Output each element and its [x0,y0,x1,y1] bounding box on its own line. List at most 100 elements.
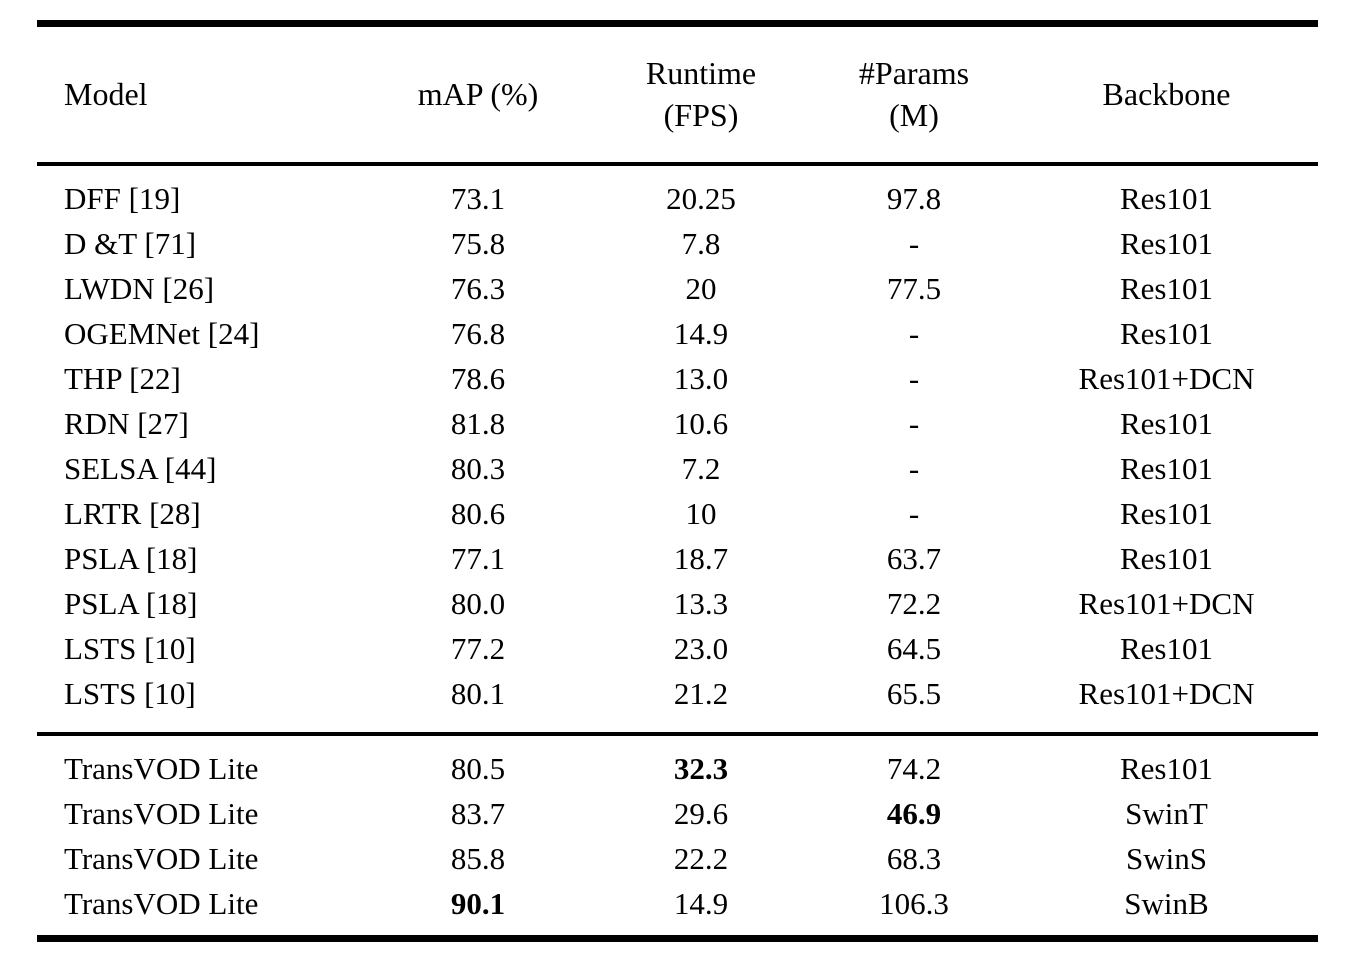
table-group-ours: TransVOD Lite 80.5 32.3 74.2 Res101 TransVOD … [37,734,1318,939]
cell-runtime: 18.7 [673,540,729,576]
cell-model: THP [22] [64,360,181,396]
cell-backbone: SwinB [1124,885,1209,921]
header-row: Model mAP (%) Runtime (FPS) #Params (M) Backbo… [37,24,1318,164]
column-header-model: Model [37,24,367,164]
cell-runtime: 14.9 [673,315,729,351]
cell-map: 85.8 [450,840,506,876]
cell-params: - [908,495,920,531]
cell-backbone: SwinT [1125,795,1208,831]
cell-model: LSTS [10] [64,630,196,666]
table-row: LSTS [10] 77.2 23.0 64.5 Res101 [37,626,1318,671]
table-row: LRTR [28] 80.6 10 - Res101 [37,491,1318,536]
cell-model: LRTR [28] [64,495,201,531]
table-row: LWDN [26] 76.3 20 77.5 Res101 [37,266,1318,311]
cell-backbone: SwinS [1126,840,1207,876]
cell-runtime: 10 [685,495,717,531]
cell-runtime: 10.6 [673,405,729,441]
table-row: DFF [19] 73.1 20.25 97.8 Res101 [37,164,1318,221]
cell-model: LSTS [10] [64,675,196,711]
cell-model: TransVOD Lite [64,750,259,786]
cell-runtime: 21.2 [673,675,729,711]
cell-params: 74.2 [886,750,942,786]
cell-model: PSLA [18] [64,540,198,576]
cell-params: - [908,225,920,261]
cell-model: LWDN [26] [64,270,215,306]
cell-backbone: Res101+DCN [1078,360,1255,396]
cell-map: 76.3 [450,270,506,306]
cell-backbone: Res101 [1120,630,1213,666]
cell-model: SELSA [44] [64,450,217,486]
cell-backbone: Res101 [1120,315,1213,351]
cell-params: 46.9 [886,795,942,831]
cell-runtime: 23.0 [673,630,729,666]
column-header-backbone: Backbone [1015,24,1318,164]
column-header-params-line: #Params [858,55,970,92]
cell-params: 106.3 [879,885,949,921]
table-row: LSTS [10] 80.1 21.2 65.5 Res101+DCN [37,671,1318,734]
table-row: OGEMNet [24] 76.8 14.9 - Res101 [37,311,1318,356]
cell-map: 77.1 [450,540,506,576]
table-row: THP [22] 78.6 13.0 - Res101+DCN [37,356,1318,401]
column-header-map-line: mAP (%) [417,76,539,113]
column-header-backbone-line: Backbone [1102,76,1231,113]
column-header-runtime-line: Runtime [645,55,757,92]
cell-map: 75.8 [450,225,506,261]
cell-runtime: 20.25 [666,180,736,216]
cell-params: 63.7 [886,540,942,576]
table-row: TransVOD Lite 90.1 14.9 106.3 SwinB [37,881,1318,939]
cell-runtime: 13.0 [673,360,729,396]
cell-runtime: 7.2 [681,450,721,486]
cell-params: - [908,450,920,486]
table-group-prior: DFF [19] 73.1 20.25 97.8 Res101 D &T [71] 75.8… [37,164,1318,734]
table-row: TransVOD Lite 83.7 29.6 46.9 SwinT [37,791,1318,836]
cell-map: 76.8 [450,315,506,351]
column-header-runtime: Runtime (FPS) [589,24,813,164]
cell-model: DFF [19] [64,180,181,216]
cell-map: 73.1 [450,180,506,216]
cell-runtime: 13.3 [673,585,729,621]
cell-map: 90.1 [450,885,506,921]
cell-params: 64.5 [886,630,942,666]
results-table: Model mAP (%) Runtime (FPS) #Params (M) Backbo… [37,20,1318,942]
column-header-runtime-line: (FPS) [663,97,739,134]
column-header-map: mAP (%) [367,24,589,164]
table-row: D &T [71] 75.8 7.8 - Res101 [37,221,1318,266]
cell-model: TransVOD Lite [64,840,259,876]
column-header-model-line: Model [64,76,148,113]
cell-runtime: 7.8 [681,225,721,261]
cell-model: RDN [27] [64,405,189,441]
cell-params: 72.2 [886,585,942,621]
cell-runtime: 29.6 [673,795,729,831]
cell-backbone: Res101+DCN [1078,585,1255,621]
cell-runtime: 20 [685,270,717,306]
cell-backbone: Res101 [1120,450,1213,486]
table-row: PSLA [18] 80.0 13.3 72.2 Res101+DCN [37,581,1318,626]
table-row: TransVOD Lite 80.5 32.3 74.2 Res101 [37,734,1318,791]
cell-map: 80.1 [450,675,506,711]
cell-runtime: 22.2 [673,840,729,876]
cell-model: OGEMNet [24] [64,315,260,351]
cell-runtime: 32.3 [673,750,729,786]
cell-params: 65.5 [886,675,942,711]
cell-backbone: Res101 [1120,405,1213,441]
cell-params: - [908,360,920,396]
column-header-params: #Params (M) [813,24,1015,164]
cell-model: TransVOD Lite [64,795,259,831]
cell-map: 83.7 [450,795,506,831]
cell-backbone: Res101 [1120,495,1213,531]
cell-params: 68.3 [886,840,942,876]
cell-backbone: Res101 [1120,270,1213,306]
table-row: SELSA [44] 80.3 7.2 - Res101 [37,446,1318,491]
cell-map: 78.6 [450,360,506,396]
cell-map: 77.2 [450,630,506,666]
cell-backbone: Res101 [1120,225,1213,261]
cell-model: PSLA [18] [64,585,198,621]
table-row: TransVOD Lite 85.8 22.2 68.3 SwinS [37,836,1318,881]
cell-backbone: Res101 [1120,540,1213,576]
column-header-params-line: (M) [889,97,939,134]
cell-params: 77.5 [886,270,942,306]
cell-map: 80.6 [450,495,506,531]
cell-map: 80.5 [450,750,506,786]
cell-map: 80.3 [450,450,506,486]
